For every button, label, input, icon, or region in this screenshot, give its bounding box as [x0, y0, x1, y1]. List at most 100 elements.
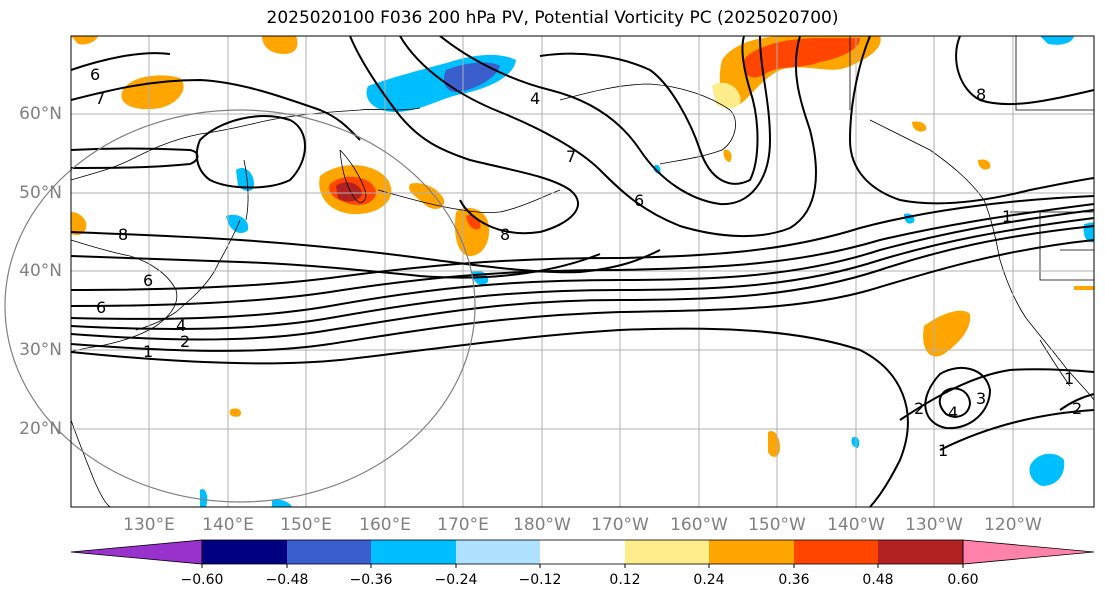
contour-6-top: [70, 52, 171, 71]
contour-label: 1: [1064, 369, 1074, 388]
coast-sakhalin: [243, 159, 249, 221]
contour-label: 1: [938, 441, 948, 460]
contour-labels: 6 7 8 6 6 1 2 4 4 7 6 8 8 1 2 4 3 1 2 1: [90, 65, 1082, 460]
lon-label: 130°W: [905, 515, 963, 535]
coast-alaska: [559, 83, 736, 165]
range-circle: [4, 109, 476, 503]
colorbar-tick-label: 0.36: [778, 572, 810, 588]
contour-alaska-trough: [399, 35, 817, 238]
colorbar-tick-label: 0.48: [862, 572, 894, 588]
pv-anomaly-kamchatka-peak: [336, 182, 362, 202]
contour-8-ridge: [848, 35, 1095, 205]
pv-anomaly-top-mid: [723, 149, 732, 162]
pv-negative-hawaii-east: [851, 436, 860, 448]
lon-label: 120°W: [984, 515, 1042, 535]
lat-label: 50°N: [19, 183, 62, 203]
lon-label: 150°E: [280, 515, 332, 535]
pv-contours: [70, 35, 1095, 508]
colorbar-bin: [202, 540, 287, 564]
coast-baja: [1039, 339, 1071, 387]
coast-kamchatka: [339, 149, 367, 203]
colorbar-extend-low: [70, 539, 203, 565]
colorbar-tick-label: 0.12: [609, 572, 641, 588]
colorbar-bin: [456, 540, 540, 564]
contour-east-high-inner: [938, 387, 972, 418]
contour-kamchatka-ridge: [349, 35, 580, 235]
lat-label: 20°N: [19, 419, 62, 439]
pv-anomaly-alaska-core: [743, 38, 860, 78]
contour-east-high: [924, 366, 992, 430]
contour-east-1: [939, 409, 1095, 451]
colorbar-bin: [878, 540, 963, 564]
pv-negative-south: [200, 488, 208, 507]
pv-anomaly-alaska-yellow: [712, 82, 741, 109]
contour-label: 2: [1072, 399, 1082, 418]
contour-alaska-2: [439, 35, 772, 206]
colorbar: [70, 539, 1095, 568]
pv-anomaly-east-pacific: [923, 310, 971, 357]
contour-okhotsk-2: [70, 147, 199, 169]
contour-label: 6: [634, 191, 644, 210]
contour-label: 2: [914, 399, 924, 418]
pv-anomaly-aleutian-1: [409, 182, 445, 209]
contour-label: 1: [143, 342, 153, 361]
colorbar-bin: [794, 540, 878, 564]
map-title: 2025020100 F036 200 hPa PV, Potential Vo…: [266, 8, 839, 28]
contour-7-ridge: [955, 35, 1095, 106]
pv-negative-se: [1029, 453, 1065, 486]
colorbar-frame: [201, 539, 964, 565]
contour-jet-2: [70, 217, 1095, 330]
contour-label: 7: [566, 147, 576, 166]
colorbar-bin: [709, 540, 794, 564]
pv-negative-bering-core: [443, 62, 500, 93]
contour-east-3: [1059, 393, 1095, 411]
border-states: [1015, 36, 1094, 281]
colorbar-tick-label: 0.60: [947, 572, 979, 588]
pv-negative-japan: [226, 214, 249, 234]
pv-anomaly-coast-3: [1074, 286, 1094, 290]
pv-anomaly-coast-2: [912, 121, 927, 132]
pv-negative-okhotsk: [236, 167, 254, 191]
pv-anomaly-coast-1: [978, 159, 991, 170]
contour-okhotsk: [195, 115, 306, 189]
coast-philippines: [70, 419, 111, 508]
contour-label: 6: [96, 298, 106, 317]
contour-label: 4: [948, 403, 958, 422]
colorbar-tick-label: −0.60: [180, 572, 224, 588]
contour-label: 2: [180, 332, 190, 351]
lat-label: 40°N: [19, 261, 62, 281]
contour-jet-3: [70, 209, 1095, 320]
coast-japan: [135, 219, 241, 331]
colorbar-tick-label: −0.12: [518, 572, 562, 588]
lon-label: 140°E: [202, 515, 254, 535]
colorbar-extend-high: [962, 539, 1095, 565]
lon-label: 170°W: [591, 515, 649, 535]
contour-label: 8: [976, 85, 986, 104]
pv-anomaly-left-top: [71, 36, 98, 45]
contour-label: 6: [90, 65, 100, 84]
coast-asia: [70, 107, 421, 181]
contour-jet-1: [70, 225, 1095, 341]
contour-east-2: [899, 368, 1095, 421]
contour-label: 8: [118, 225, 128, 244]
contour-1-south: [70, 327, 909, 508]
pv-anomaly-okhotsk: [121, 75, 184, 110]
pv-negative-top-right: [1040, 36, 1074, 45]
colorbar-bin: [287, 540, 371, 564]
contour-8-north: [70, 231, 661, 274]
pv-shading: [71, 35, 1094, 507]
contour-jet-6: [70, 239, 1095, 352]
lon-label: 160°E: [359, 515, 411, 535]
coast-na-west: [869, 119, 1095, 401]
pv-anomaly-left-edge: [71, 212, 87, 236]
contour-label: 6: [143, 271, 153, 290]
contour-7-top: [70, 78, 361, 141]
contour-jet-5: [70, 195, 1095, 291]
lon-label: 160°W: [670, 515, 728, 535]
colorbar-bin: [540, 540, 625, 564]
colorbar-tick-label: −0.24: [434, 572, 478, 588]
colorbar-bin: [625, 540, 709, 564]
lon-label: 150°W: [748, 515, 806, 535]
grid: [71, 36, 1094, 507]
